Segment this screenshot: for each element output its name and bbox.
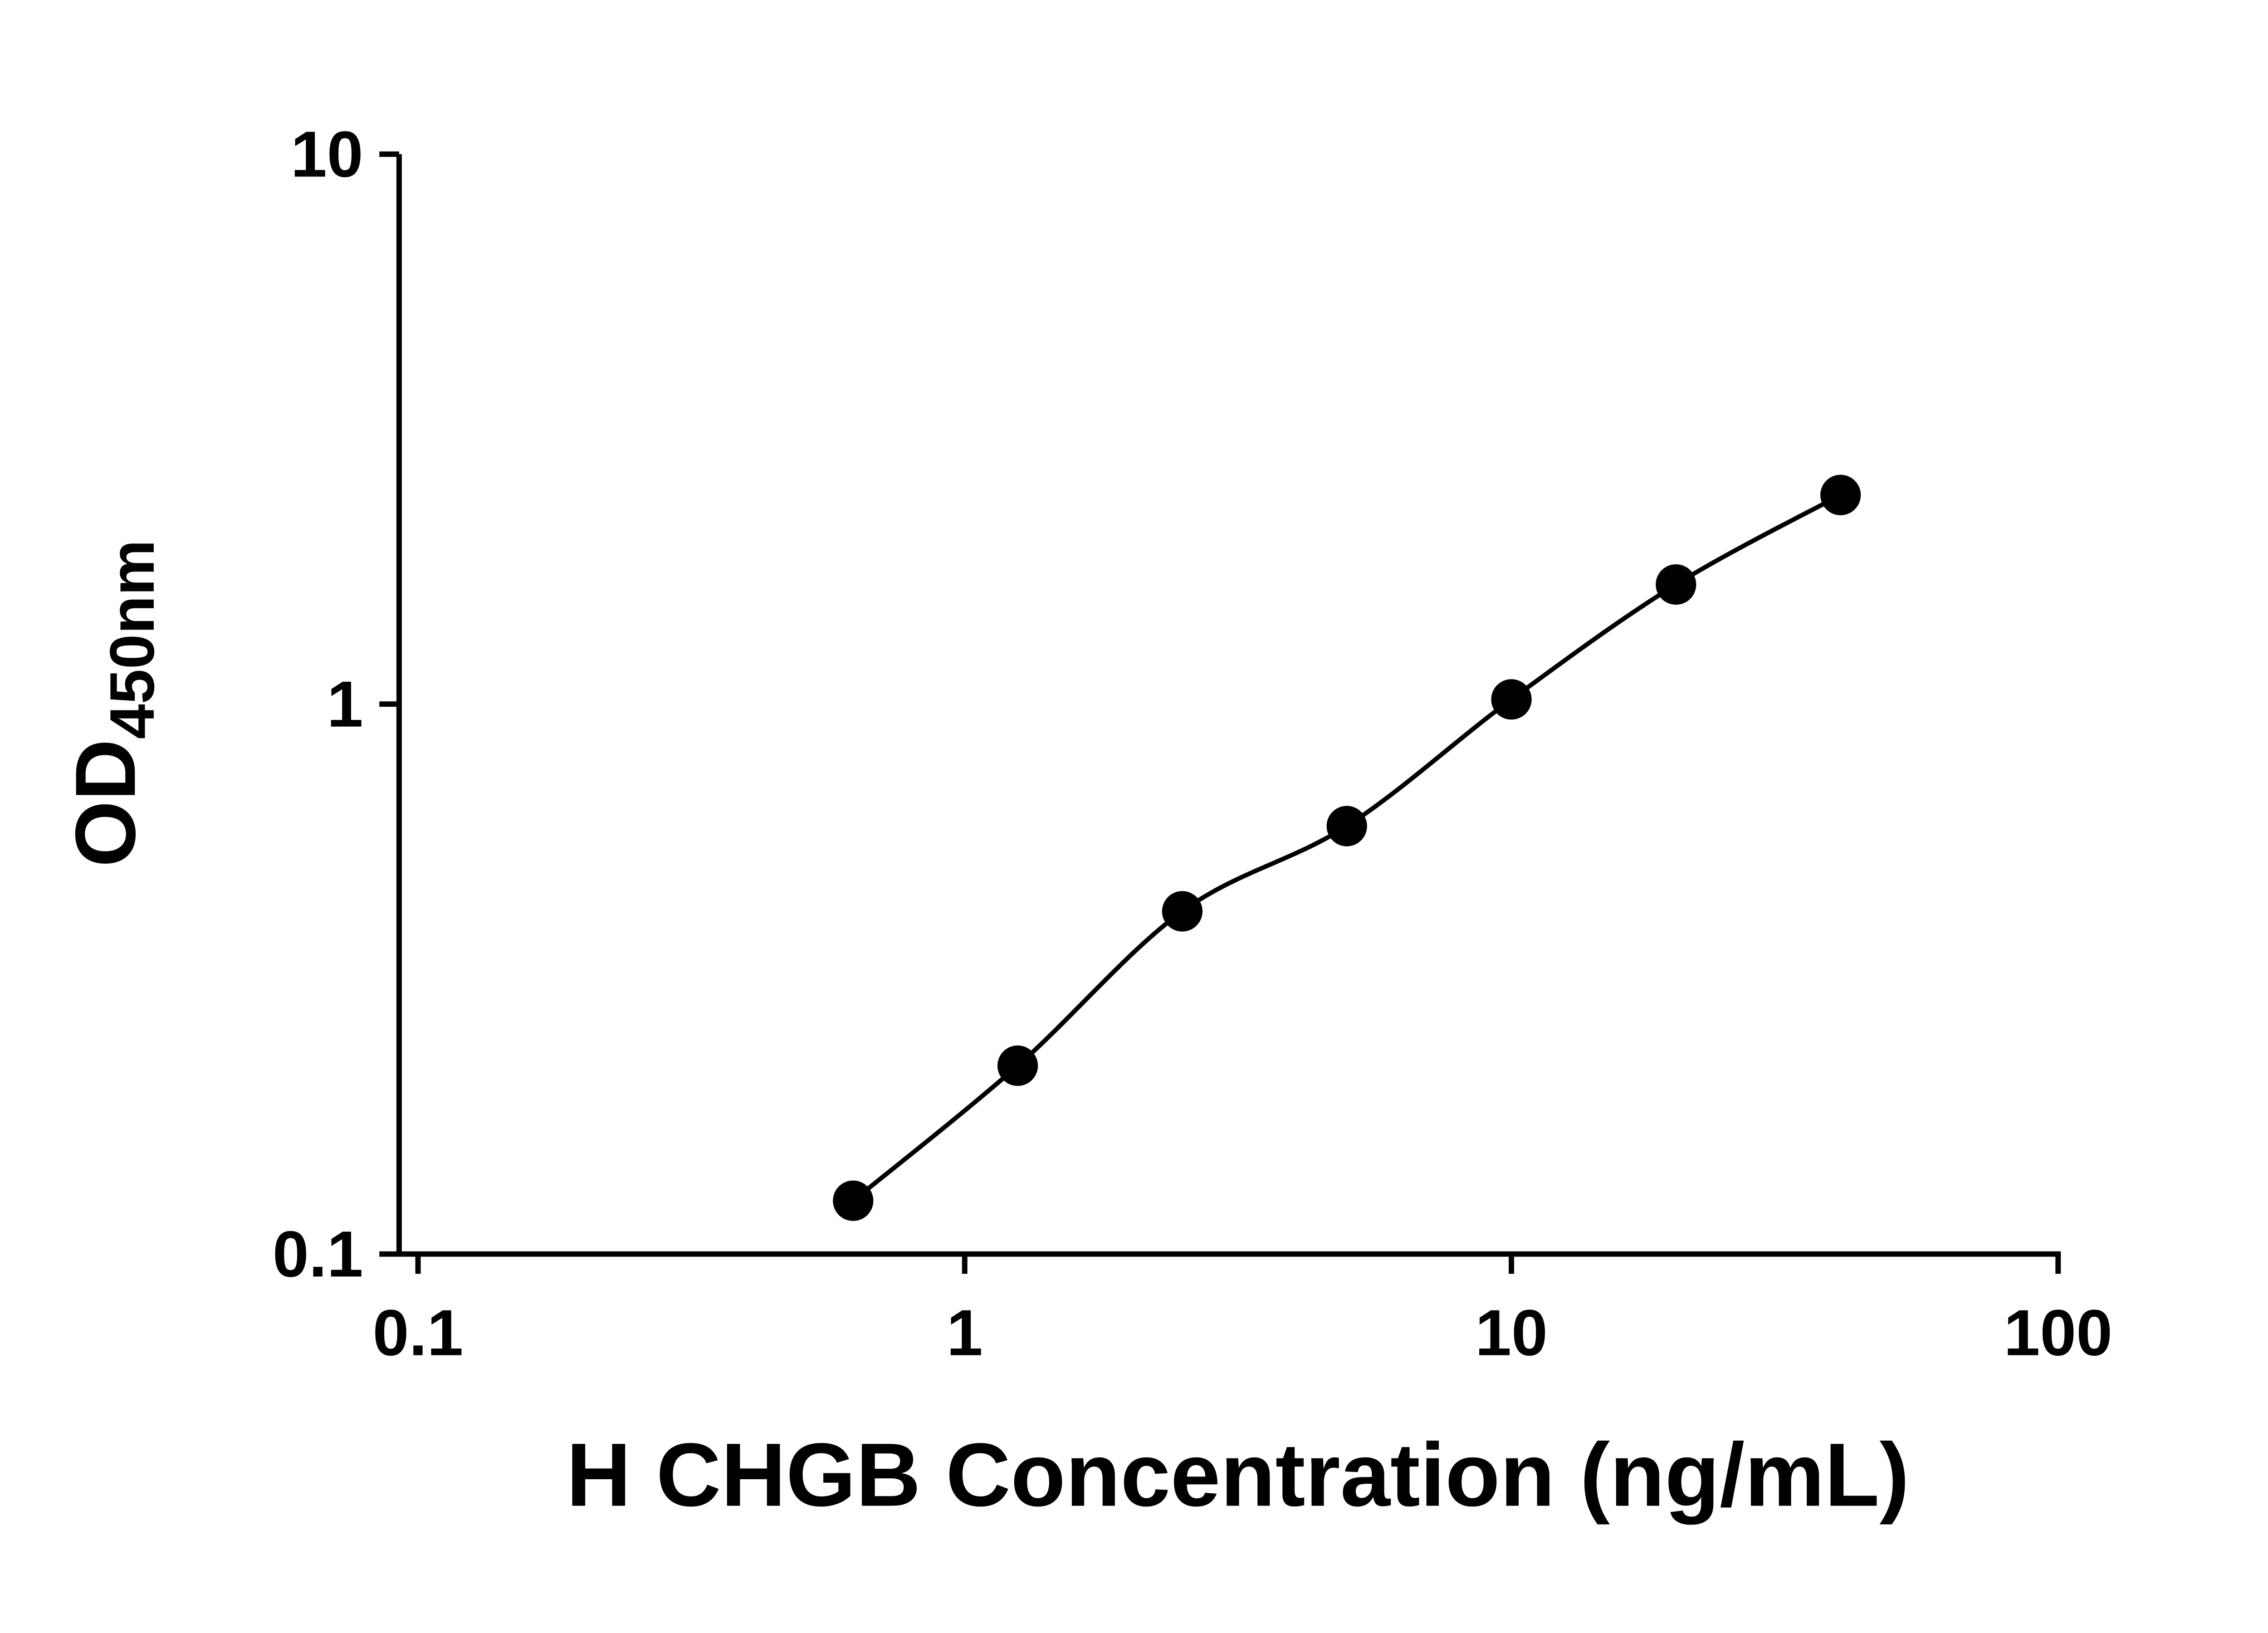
- data-point: [1162, 891, 1203, 932]
- data-point: [997, 1045, 1038, 1086]
- x-tick-label: 0.1: [373, 1297, 464, 1369]
- x-tick-label: 10: [1475, 1297, 1548, 1369]
- data-point: [1820, 474, 1861, 515]
- data-marks-group: [833, 474, 1861, 1221]
- data-point: [1491, 679, 1532, 720]
- y-tick-label: 1: [327, 668, 363, 741]
- axes-group: 0.1 1 10 100 0.1 1 10: [273, 118, 2112, 1369]
- data-point: [833, 1180, 874, 1221]
- fit-curve: [850, 493, 1843, 1203]
- data-point: [1326, 806, 1367, 846]
- x-axis-title: H CHGB Concentration (ng/mL): [566, 1424, 1909, 1525]
- x-tick-label: 1: [947, 1297, 983, 1369]
- y-axis-title: OD450nm: [58, 540, 167, 867]
- y-axis-title-subscript: 450nm: [97, 540, 167, 739]
- y-axis-title-main: OD: [58, 739, 153, 867]
- x-tick-label: 100: [2004, 1297, 2112, 1369]
- data-point: [1656, 564, 1696, 605]
- y-tick-label: 0.1: [273, 1218, 363, 1291]
- y-tick-label: 10: [291, 118, 363, 191]
